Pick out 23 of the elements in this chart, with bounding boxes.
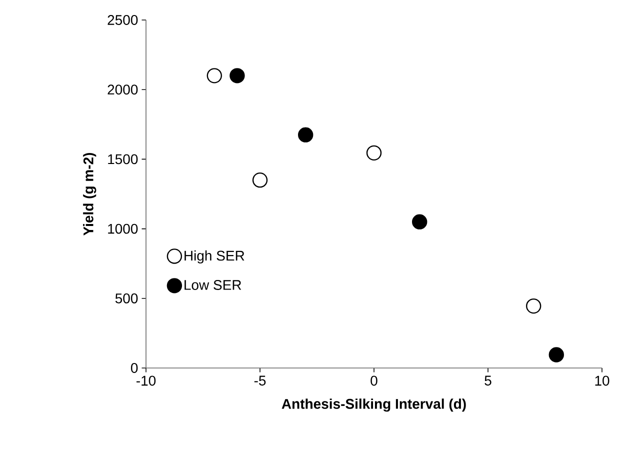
y-tick-label: 1500 <box>108 154 138 164</box>
point <box>206 68 222 84</box>
x-axis-title: Anthesis-Silking Interval (d) <box>282 398 466 412</box>
point <box>252 172 268 188</box>
point <box>412 214 428 230</box>
x-tick-label: 10 <box>595 376 610 386</box>
y-axis-title: Yield (g m-2) <box>83 152 96 236</box>
y-tick-label: 500 <box>115 293 138 304</box>
y-tick-label: 2500 <box>108 15 138 25</box>
legend-label: High SER <box>184 250 244 264</box>
x-tick-label: -5 <box>254 376 266 386</box>
point <box>366 145 382 161</box>
y-tick-label: 0 <box>130 363 138 373</box>
y-tick-label: 2000 <box>108 84 138 95</box>
x-tick-label: 5 <box>484 376 492 386</box>
legend-label: Low SER <box>184 280 242 290</box>
x-tick-label: -10 <box>136 376 156 386</box>
point <box>230 68 245 84</box>
x-tick-label: 0 <box>370 376 378 386</box>
point <box>298 127 314 142</box>
point <box>526 298 542 314</box>
point <box>548 347 564 362</box>
y-tick-label: 1000 <box>108 224 138 234</box>
